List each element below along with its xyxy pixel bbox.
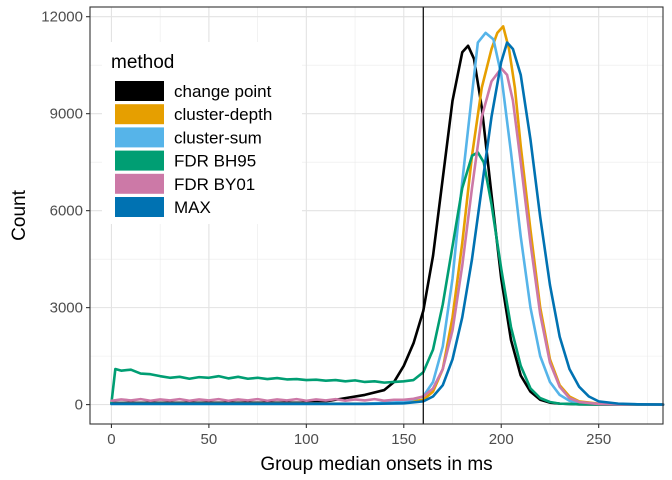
x-tick-label: 150 bbox=[391, 431, 416, 448]
x-tick-label: 50 bbox=[201, 431, 218, 448]
legend-swatch bbox=[115, 104, 164, 125]
legend-label: change point bbox=[174, 82, 272, 101]
series-line-max bbox=[110, 41, 665, 406]
legend-swatch bbox=[115, 150, 164, 171]
series-line-fdr-by01 bbox=[110, 67, 665, 406]
legend-label: FDR BY01 bbox=[174, 175, 255, 194]
legend-swatch bbox=[115, 197, 164, 217]
series-line-fdr-bh95 bbox=[110, 151, 665, 406]
x-tick-label: 0 bbox=[107, 431, 115, 448]
legend-items: change point cluster-depth cluster-sum FDR … bbox=[115, 81, 272, 217]
x-tick-label: 200 bbox=[489, 431, 514, 448]
series-lines bbox=[110, 25, 665, 406]
y-axis-title: Count bbox=[9, 189, 30, 240]
x-tick-label: 250 bbox=[586, 431, 611, 448]
legend-swatch bbox=[115, 127, 164, 148]
legend-label: MAX bbox=[174, 198, 211, 217]
legend: method change point cluster-depth cluster-… bbox=[102, 42, 302, 224]
y-tick-label: 0 bbox=[75, 397, 83, 414]
y-tick-label: 3000 bbox=[50, 300, 83, 317]
y-tick-label: 9000 bbox=[50, 106, 83, 123]
legend-swatch bbox=[115, 81, 164, 101]
legend-title: method bbox=[111, 52, 174, 73]
x-axis-title: Group median onsets in ms bbox=[260, 454, 492, 475]
x-tick-label: 100 bbox=[294, 431, 319, 448]
legend-swatch bbox=[115, 173, 164, 194]
y-tick-label: 6000 bbox=[50, 203, 83, 220]
legend-label: FDR BH95 bbox=[174, 152, 256, 171]
series-line-cluster-sum bbox=[110, 31, 665, 406]
y-tick-label: 12000 bbox=[41, 9, 83, 26]
legend-label: cluster-depth bbox=[174, 105, 272, 124]
plot-panel-border bbox=[89, 6, 664, 425]
y-axis-ticks: 0 3000 6000 9000 12000 bbox=[41, 9, 90, 414]
x-axis-ticks: 0 50 100 150 200 250 bbox=[107, 424, 611, 448]
legend-label: cluster-sum bbox=[174, 128, 262, 147]
